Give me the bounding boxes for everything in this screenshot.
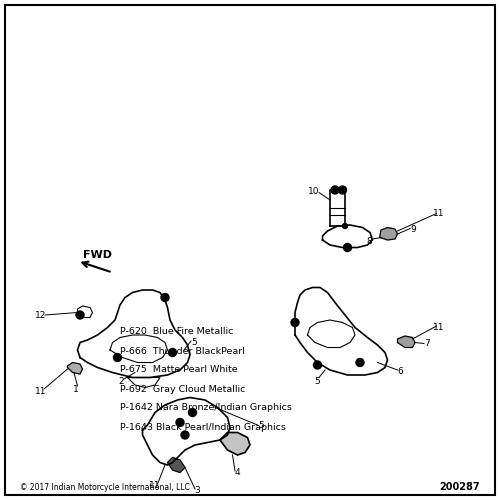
Text: P-1642 Nara Bronze/Indian Graphics: P-1642 Nara Bronze/Indian Graphics [120,404,292,412]
Text: 3: 3 [194,486,200,495]
Text: 4: 4 [234,468,240,477]
Text: 5: 5 [314,376,320,386]
Text: 12: 12 [36,312,46,320]
Circle shape [342,224,347,228]
Circle shape [168,348,176,356]
Text: 11: 11 [35,386,47,396]
Circle shape [331,186,339,194]
Text: P-675  Matte Pearl White: P-675 Matte Pearl White [120,366,238,374]
Text: 6: 6 [397,367,403,376]
Circle shape [338,186,346,194]
Text: 200287: 200287 [440,482,480,492]
Circle shape [356,358,364,366]
Text: 1: 1 [73,384,79,394]
Circle shape [181,431,189,439]
Text: 5: 5 [258,422,264,430]
Circle shape [76,311,84,319]
Circle shape [291,318,299,326]
Text: © 2017 Indian Motorcycle International, LLC: © 2017 Indian Motorcycle International, … [20,483,190,492]
Polygon shape [220,432,250,455]
Text: 7: 7 [424,340,430,348]
Circle shape [188,408,196,416]
Text: 2: 2 [118,376,124,386]
Polygon shape [68,362,82,374]
Text: 11: 11 [149,482,161,490]
Text: FWD: FWD [82,250,112,260]
Text: 8: 8 [366,236,372,246]
Circle shape [314,361,322,369]
Text: 5: 5 [191,338,197,347]
Text: P-1643 Black Pearl/Indian Graphics: P-1643 Black Pearl/Indian Graphics [120,422,286,432]
Text: P-620  Blue Fire Metallic: P-620 Blue Fire Metallic [120,328,234,336]
Text: 11: 11 [433,209,445,218]
Text: 11: 11 [433,323,445,332]
Text: 10: 10 [308,186,320,196]
Circle shape [114,354,122,362]
Circle shape [161,294,169,302]
Circle shape [176,418,184,426]
Circle shape [344,244,351,252]
Text: P-692  Gray Cloud Metallic: P-692 Gray Cloud Metallic [120,384,246,394]
Polygon shape [398,336,415,347]
Text: P-666  Thunder BlackPearl: P-666 Thunder BlackPearl [120,346,245,356]
Text: 9: 9 [410,224,416,234]
Polygon shape [380,228,398,240]
Polygon shape [168,458,185,472]
